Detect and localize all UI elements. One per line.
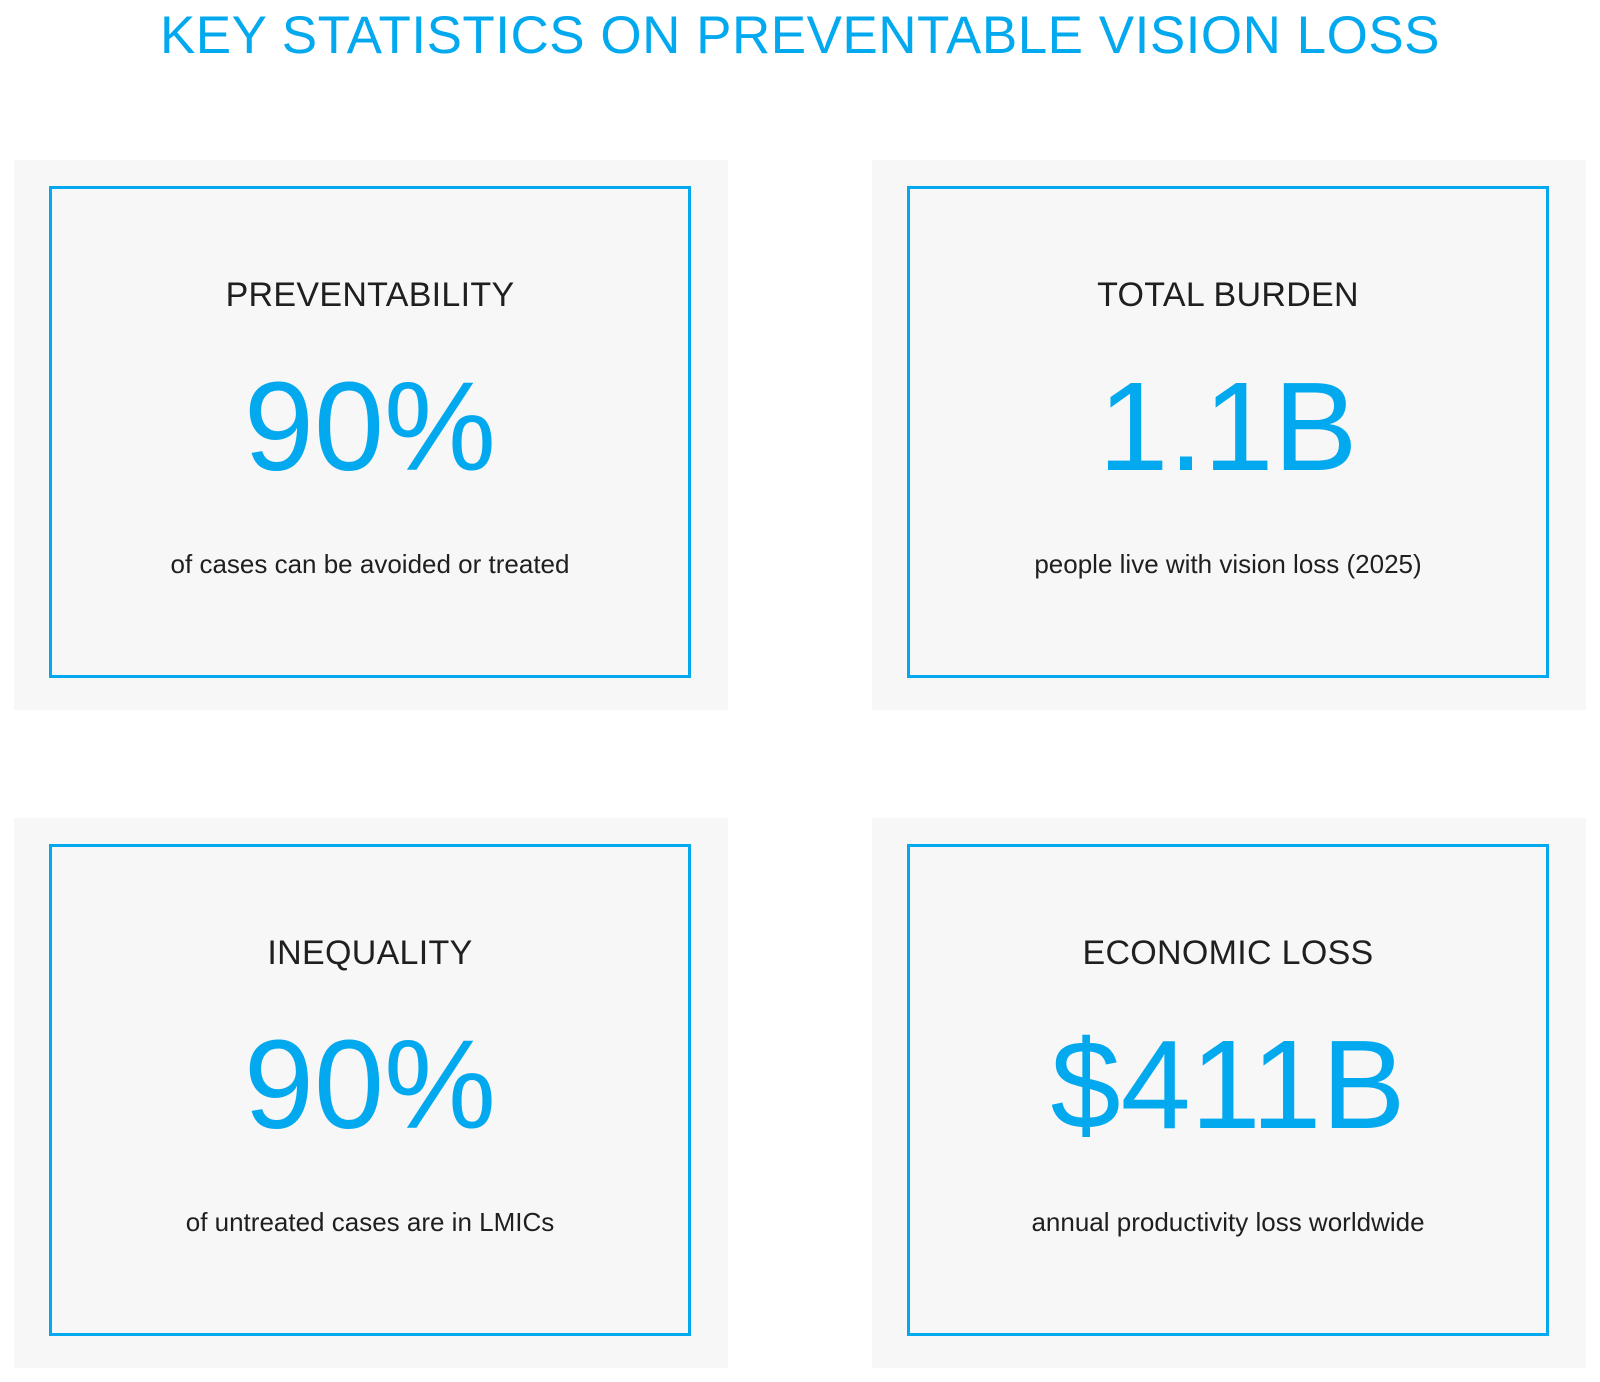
card-frame: TOTAL BURDEN 1.1B people live with visio…: [907, 186, 1549, 678]
stat-card-total-burden: TOTAL BURDEN 1.1B people live with visio…: [872, 160, 1586, 710]
stat-description: of untreated cases are in LMICs: [185, 1207, 555, 1237]
page-title: KEY STATISTICS ON PREVENTABLE VISION LOS…: [159, 6, 1441, 65]
stat-card-inequality: INEQUALITY 90% of untreated cases are in…: [14, 818, 728, 1368]
stat-description: annual productivity loss worldwide: [1031, 1207, 1425, 1237]
stat-card-economic-loss: ECONOMIC LOSS $411B annual productivity …: [872, 818, 1586, 1368]
card-frame: ECONOMIC LOSS $411B annual productivity …: [907, 844, 1549, 1336]
stat-value: 90%: [243, 1014, 497, 1155]
stat-card-preventability: PREVENTABILITY 90% of cases can be avoid…: [14, 160, 728, 710]
stat-label: PREVENTABILITY: [225, 276, 515, 314]
stat-label: ECONOMIC LOSS: [1082, 934, 1374, 972]
stat-description: people live with vision loss (2025): [1034, 549, 1422, 579]
stat-description: of cases can be avoided or treated: [170, 549, 570, 579]
stat-value: 90%: [243, 356, 497, 497]
stat-value: $411B: [1050, 1014, 1406, 1155]
stat-value: 1.1B: [1098, 356, 1358, 497]
card-frame: INEQUALITY 90% of untreated cases are in…: [49, 844, 691, 1336]
stat-label: INEQUALITY: [267, 934, 473, 972]
stat-label: TOTAL BURDEN: [1097, 276, 1359, 314]
card-frame: PREVENTABILITY 90% of cases can be avoid…: [49, 186, 691, 678]
